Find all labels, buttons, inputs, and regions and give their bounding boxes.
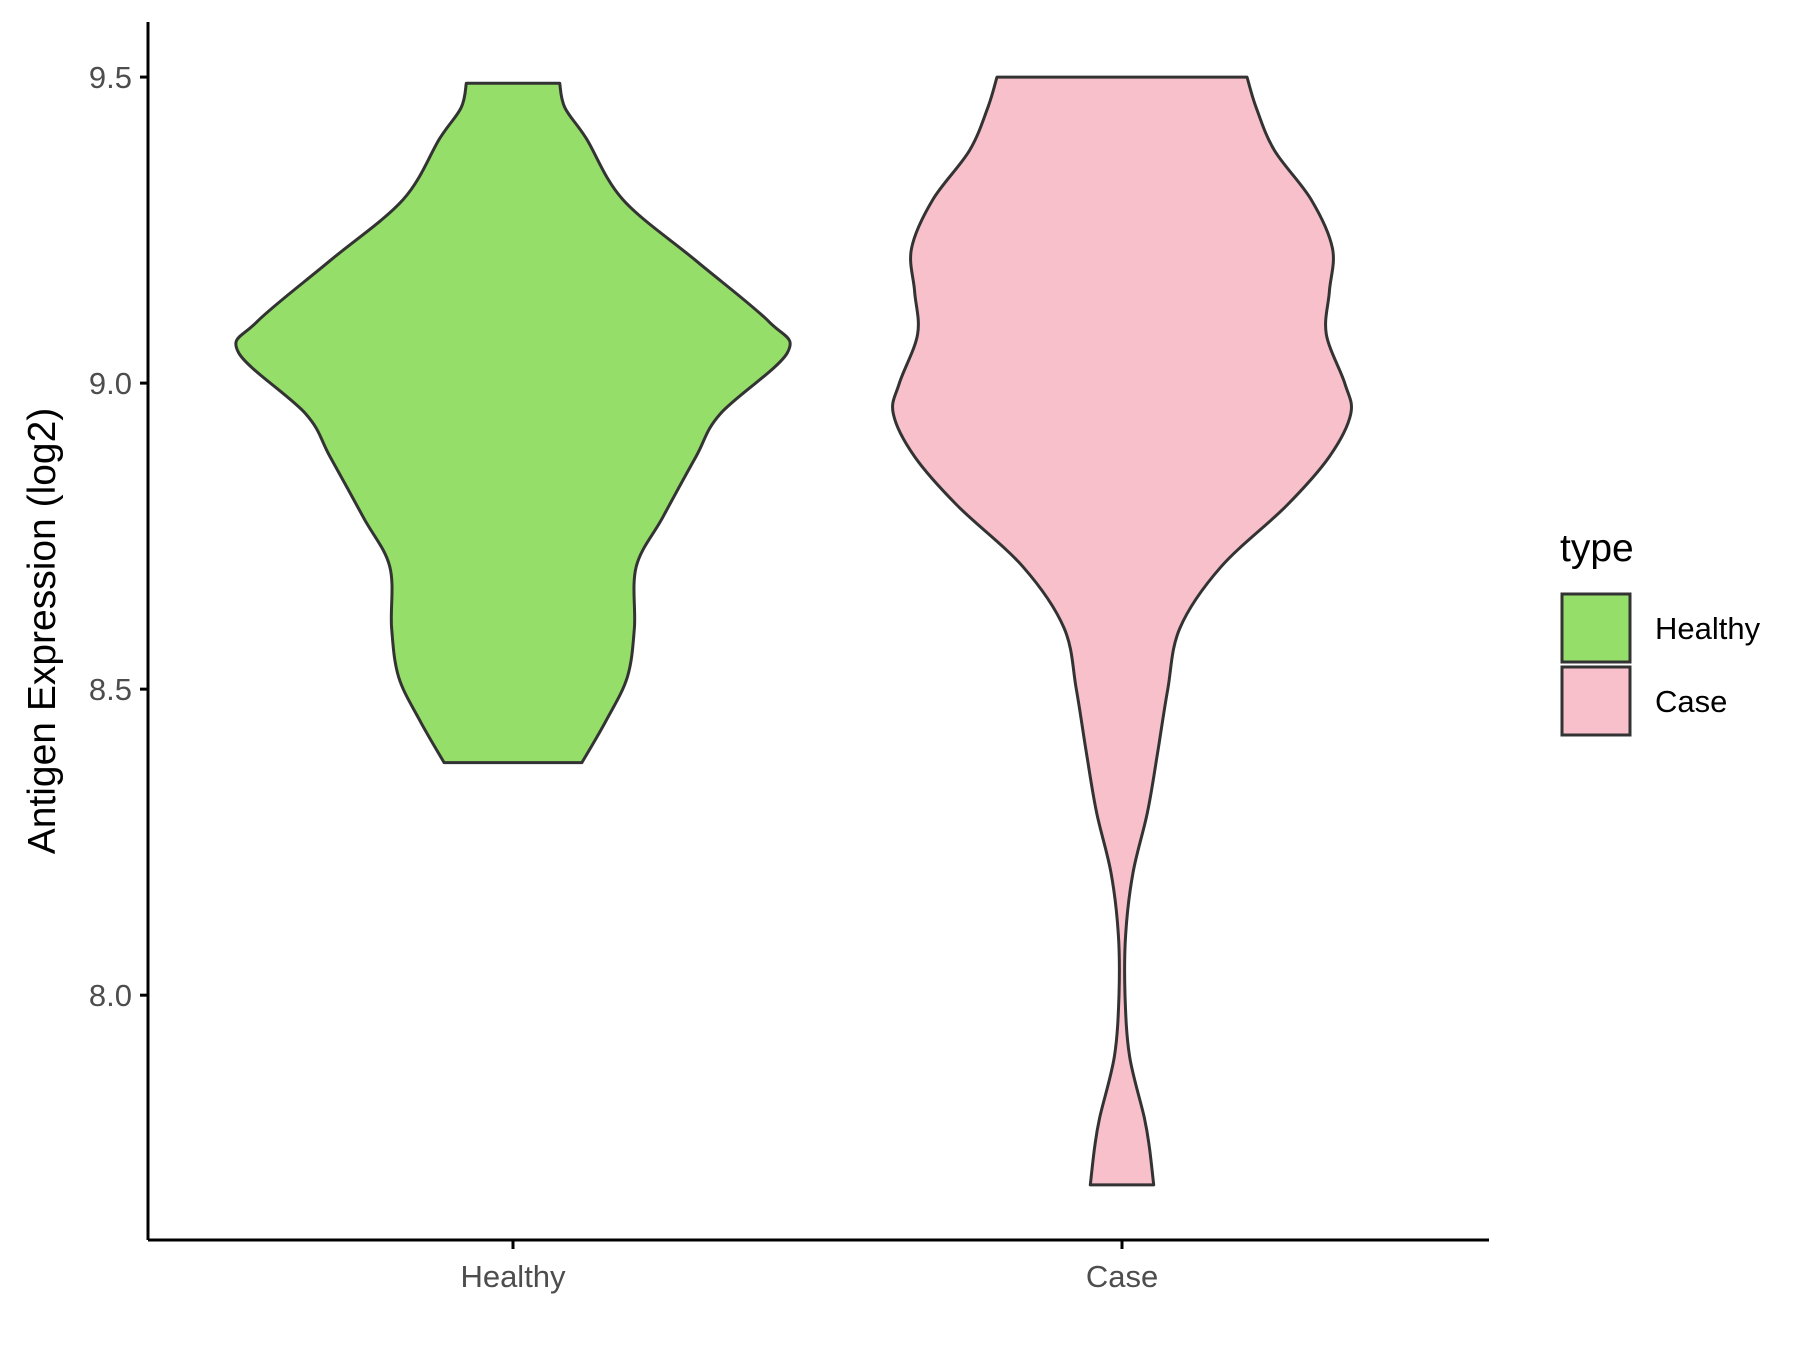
legend-key-case xyxy=(1560,665,1632,737)
legend-key-healthy xyxy=(1560,592,1632,664)
x-tick-label-healthy: Healthy xyxy=(460,1259,566,1294)
violin-case xyxy=(891,75,1353,1187)
x-ticks: Healthy Case xyxy=(460,1240,1158,1294)
y-ticks: 8.0 8.5 9.0 9.5 xyxy=(89,60,148,1013)
x-tick-label-case: Case xyxy=(1086,1259,1158,1294)
legend: type Healthy Case xyxy=(1560,527,1761,737)
violin-layer xyxy=(234,75,1353,1187)
violin-healthy xyxy=(234,81,792,765)
y-tick-label: 8.0 xyxy=(89,978,132,1013)
legend-items: Healthy Case xyxy=(1560,592,1761,737)
legend-label-healthy: Healthy xyxy=(1655,611,1761,646)
axes: 8.0 8.5 9.0 9.5 Healthy Case Antigen Express… xyxy=(21,22,1489,1294)
y-tick-label: 8.5 xyxy=(89,672,132,707)
y-axis-title: Antigen Expression (log2) xyxy=(21,408,64,855)
y-tick-label: 9.5 xyxy=(89,60,132,95)
legend-label-case: Case xyxy=(1655,684,1727,719)
legend-title: type xyxy=(1560,527,1634,570)
y-tick-label: 9.0 xyxy=(89,366,132,401)
